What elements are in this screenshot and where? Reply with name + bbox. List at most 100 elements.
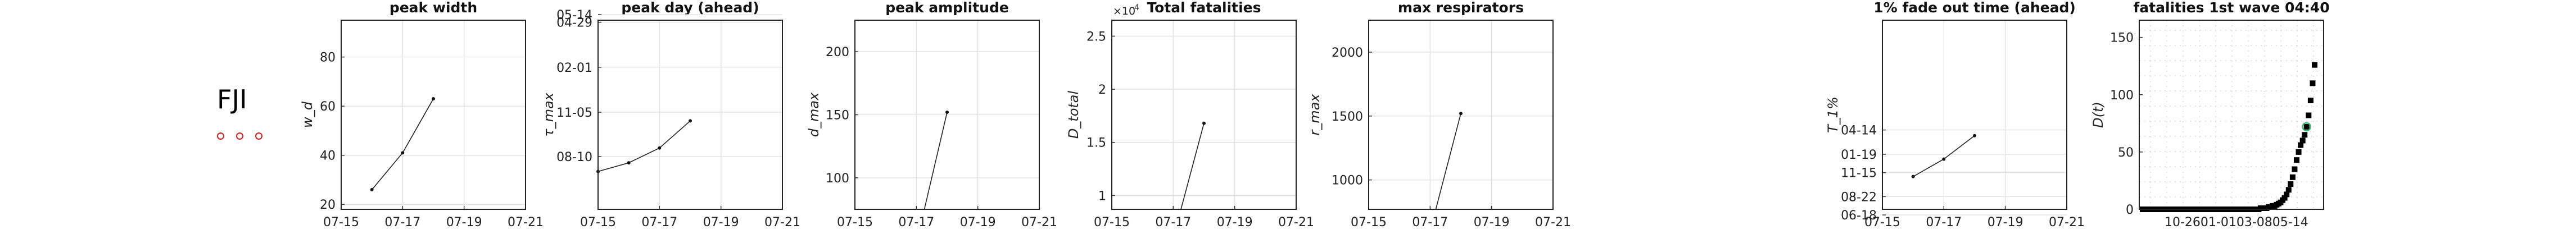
- chart-title: peak width: [390, 0, 477, 16]
- data-point: [2302, 132, 2308, 138]
- y-tick-label: 150: [2110, 31, 2134, 45]
- data-point: [627, 161, 631, 165]
- x-tick-label: 07-21: [2049, 215, 2085, 230]
- data-point: [2298, 142, 2304, 148]
- axes-frame: [2139, 20, 2324, 210]
- y-axis-label: D(t): [2090, 102, 2106, 128]
- y-tick-label: 2.5: [1086, 30, 1106, 44]
- y-tick-label: 100: [2110, 89, 2134, 103]
- data-point: [1942, 157, 1946, 161]
- x-tick-label: 07-15: [1351, 215, 1387, 230]
- y-tick-label: 80: [320, 51, 336, 65]
- data-line: [1180, 123, 1205, 209]
- data-point: [2299, 137, 2306, 144]
- axes-frame: [1882, 20, 2067, 210]
- y-tick-label: 02-01: [556, 61, 592, 75]
- y-tick-label: 11-05: [556, 106, 592, 120]
- y-tick-label: 150: [826, 109, 849, 123]
- data-point: [2307, 97, 2314, 103]
- y-tick-label: 20: [320, 198, 336, 212]
- x-tick-label: 07-21: [1278, 215, 1314, 230]
- x-tick-label: 07-19: [1217, 215, 1253, 230]
- y-tick-label: 100: [826, 172, 849, 186]
- chart-title: fatalities 1st wave 04:40: [2133, 0, 2329, 16]
- y-tick-label: 04-29: [556, 16, 592, 30]
- y-tick-label: 11-15: [1841, 167, 1877, 181]
- y-tick-label: 06-18: [1841, 209, 1877, 223]
- chart-title: Total fatalities: [1147, 0, 1261, 16]
- exponent-power: 4: [1134, 3, 1139, 12]
- chart-title: max respirators: [1398, 0, 1524, 16]
- y-axis-label: τ_max: [541, 92, 556, 137]
- data-point: [2310, 80, 2316, 86]
- x-tick-label: 07-19: [1988, 215, 2023, 230]
- chart-title: 1% fade out time (ahead): [1873, 0, 2076, 16]
- x-tick-label: 07-19: [1474, 215, 1510, 230]
- marker-dot: [217, 132, 224, 140]
- x-tick-label: 07-17: [1412, 215, 1448, 230]
- y-tick-label: 2: [1098, 83, 1106, 97]
- y-tick-label: 0: [2126, 203, 2134, 217]
- data-point: [401, 151, 405, 155]
- y-tick-label: 50: [2118, 146, 2134, 160]
- x-tick-label: 07-17: [1926, 215, 1962, 230]
- x-tick-label: 07-17: [1155, 215, 1191, 230]
- data-line: [1435, 113, 1461, 209]
- y-axis-label: D_total: [1066, 90, 1081, 139]
- highlight-marker: [2302, 122, 2311, 132]
- data-point: [370, 187, 374, 191]
- x-tick-label: 07-21: [1535, 215, 1571, 230]
- y-tick-label: 1.5: [1086, 136, 1106, 150]
- y-tick-label: 01-19: [1841, 148, 1877, 162]
- x-tick-label: 07-15: [1864, 215, 1900, 230]
- y-tick-label: 1500: [1332, 110, 1363, 124]
- y-axis-label: r_max: [1307, 94, 1323, 136]
- data-point: [2284, 191, 2290, 198]
- data-point: [2306, 112, 2312, 118]
- data-point: [945, 111, 949, 114]
- data-point: [1202, 121, 1206, 125]
- axes-frame: [597, 20, 783, 210]
- x-tick-label: 07-15: [1094, 215, 1130, 230]
- data-point: [2312, 62, 2317, 68]
- data-line: [923, 112, 948, 209]
- data-point: [1911, 175, 1915, 178]
- marker-dot: [236, 132, 243, 140]
- data-point: [2281, 195, 2288, 201]
- y-tick-label: 1: [1098, 189, 1106, 203]
- x-tick-label: 07-17: [898, 215, 934, 230]
- data-point: [2288, 181, 2294, 187]
- data-point: [2289, 174, 2296, 180]
- x-tick-label: 07-17: [641, 215, 677, 230]
- y-tick-label: 08-10: [556, 150, 592, 164]
- data-point: [2303, 123, 2310, 130]
- y-tick-label: 60: [320, 100, 336, 114]
- x-tick-label: 07-19: [703, 215, 739, 230]
- x-tick-label: 07-19: [960, 215, 996, 230]
- x-tick-label: 07-15: [323, 215, 359, 230]
- chart-title: peak day (ahead): [621, 0, 759, 16]
- marker-dot: [255, 132, 262, 140]
- data-point: [1973, 134, 1976, 137]
- axes-frame: [341, 20, 526, 210]
- exponent-label: ×10: [1113, 5, 1135, 17]
- x-tick-label: 07-17: [384, 215, 420, 230]
- data-point: [2292, 166, 2298, 172]
- y-tick-label: 1000: [1332, 174, 1363, 188]
- x-tick-label: 07-21: [508, 215, 544, 230]
- y-tick-label: 08-22: [1841, 190, 1877, 204]
- y-tick-label: 200: [826, 45, 849, 59]
- x-tick-label: 07-21: [764, 215, 800, 230]
- data-point: [689, 119, 692, 123]
- x-tick-label: 07-15: [580, 215, 616, 230]
- y-axis-label: T_1%: [1825, 97, 1841, 133]
- y-tick-label: 05-14: [556, 8, 592, 22]
- data-point: [2285, 187, 2292, 193]
- country-markers: [217, 131, 274, 142]
- axes-frame: [854, 20, 1040, 210]
- y-tick-label: 2000: [1332, 46, 1363, 60]
- x-tick-label: 07-15: [837, 215, 873, 230]
- y-axis-label: w_d: [300, 101, 315, 128]
- chart-title: peak amplitude: [885, 0, 1009, 16]
